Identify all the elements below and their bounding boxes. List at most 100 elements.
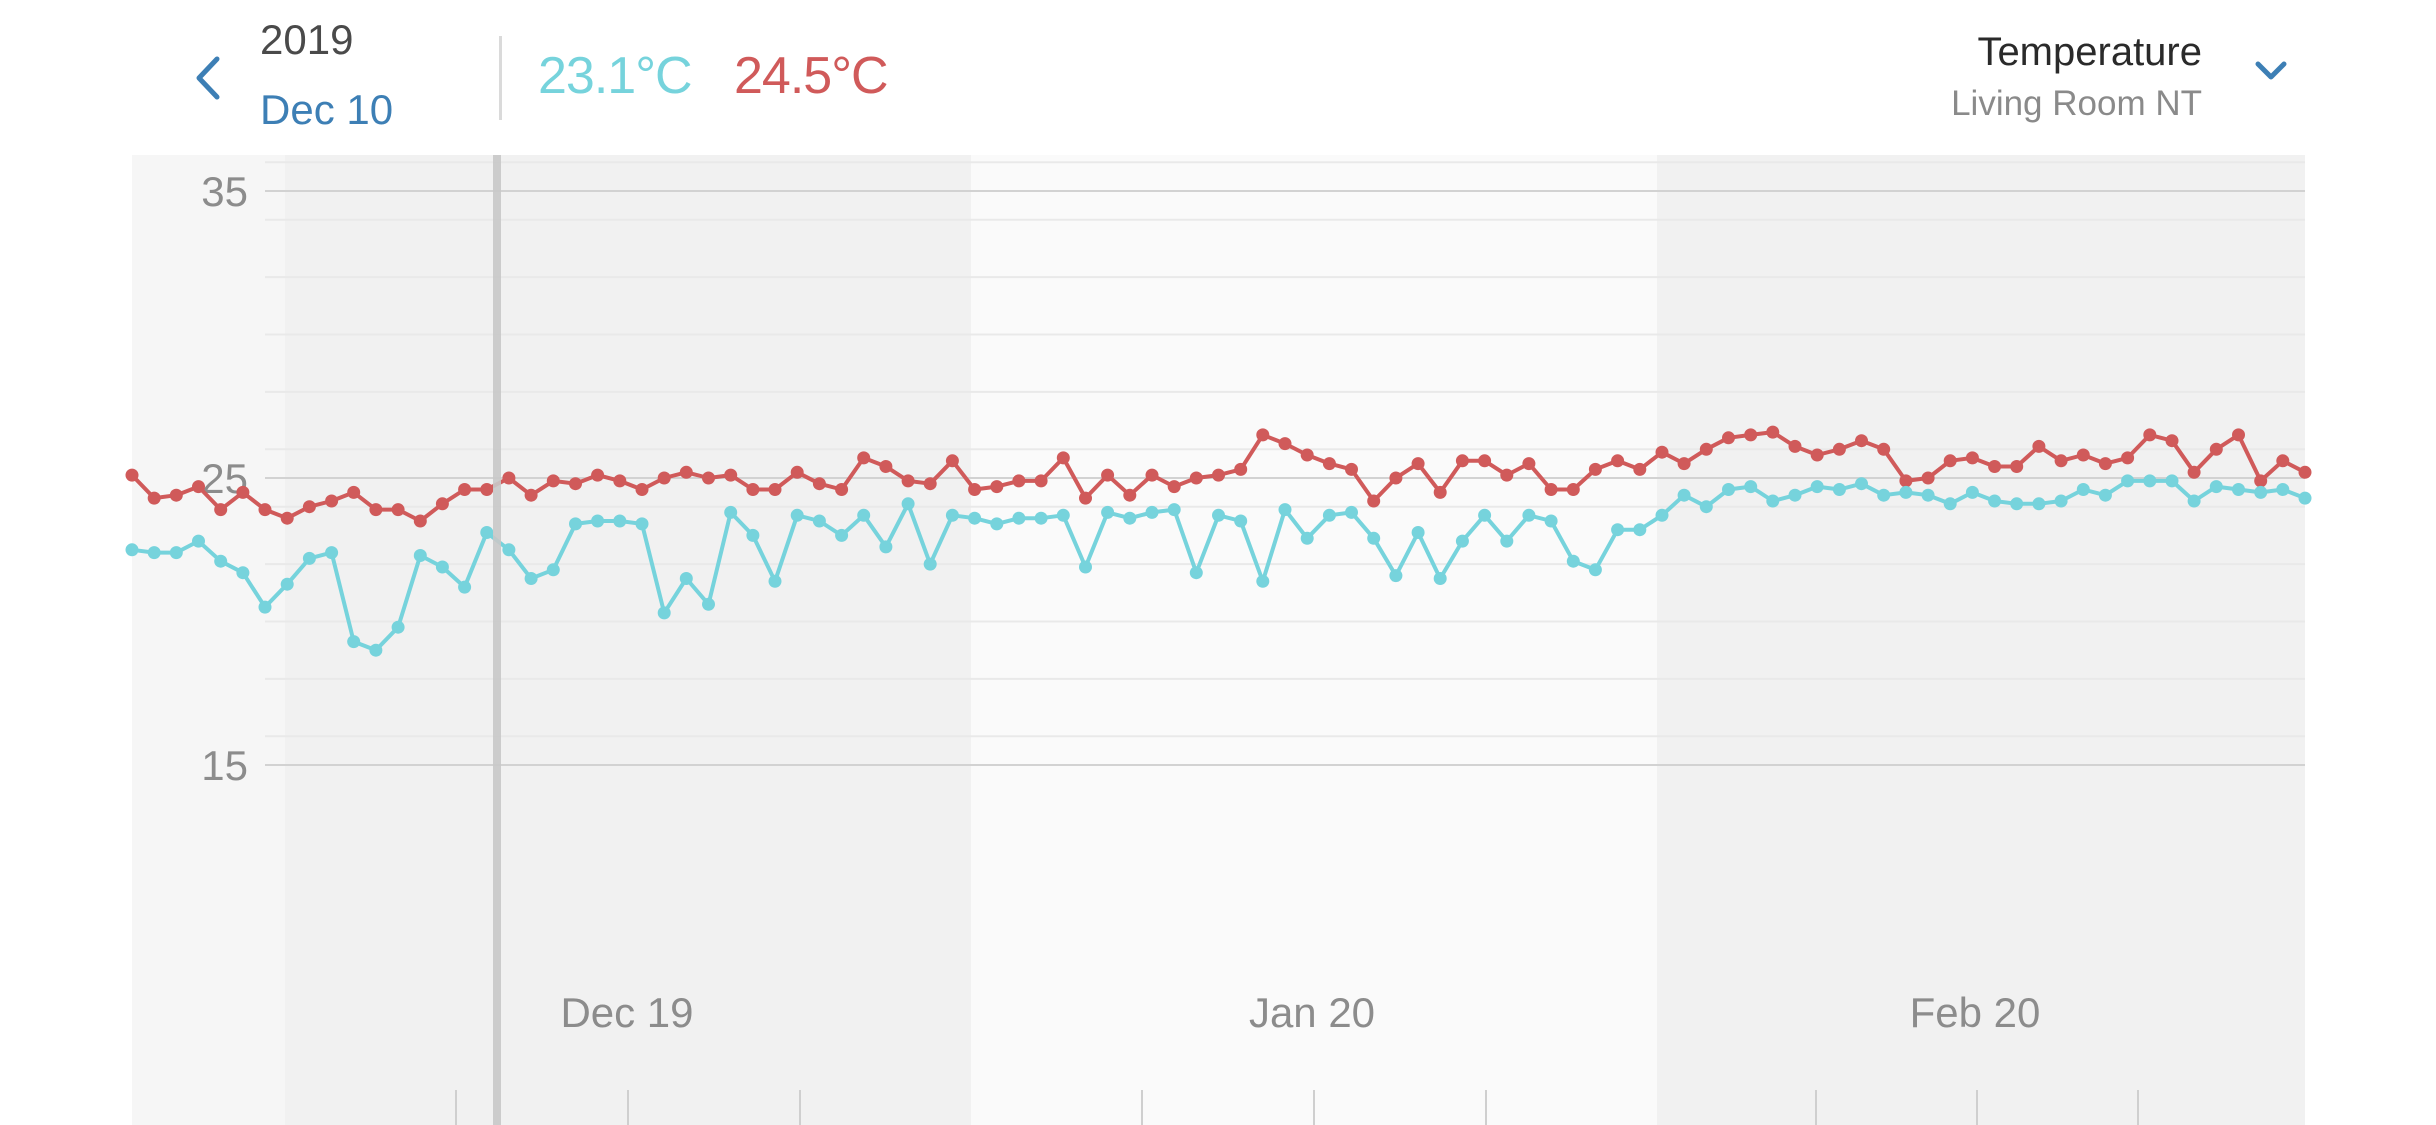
data-point: [1189, 471, 1203, 485]
data-point: [1433, 572, 1447, 585]
data-point: [1566, 554, 1580, 568]
data-point: [1655, 508, 1669, 522]
data-point: [1899, 485, 1913, 499]
data-point: [2209, 442, 2223, 456]
data-point: [1877, 442, 1891, 456]
data-point: [325, 494, 339, 508]
data-point: [879, 540, 893, 554]
data-point: [1943, 497, 1957, 511]
data-point: [1212, 508, 1225, 522]
data-point: [1012, 474, 1026, 488]
data-point: [1101, 468, 1115, 482]
data-point: [1677, 488, 1691, 502]
data-point: [2076, 448, 2090, 462]
data-point: [1345, 462, 1358, 476]
indoor-temperature-reading: 23.1°C: [538, 47, 693, 105]
data-point: [968, 483, 982, 496]
selected-date[interactable]: Dec 10: [260, 86, 394, 133]
data-point: [502, 543, 516, 557]
data-point: [236, 485, 250, 499]
data-point: [391, 620, 405, 634]
data-point: [1256, 428, 1270, 442]
band-feb: [1657, 155, 2305, 1125]
selected-date-cursor[interactable]: [493, 155, 501, 1125]
data-point: [1478, 508, 1492, 522]
data-point: [192, 480, 205, 494]
chevron-left-icon: [196, 56, 220, 100]
data-point: [2098, 488, 2112, 502]
data-point: [1877, 488, 1891, 502]
data-point: [302, 500, 316, 514]
data-point: [1322, 508, 1336, 522]
data-point: [724, 505, 738, 519]
data-point: [569, 477, 582, 491]
data-point: [391, 503, 405, 517]
data-point: [1012, 511, 1026, 525]
data-point: [1123, 511, 1137, 525]
data-point: [369, 503, 383, 517]
data-point: [1145, 468, 1159, 482]
data-point: [1921, 471, 1935, 485]
data-point: [1079, 491, 1092, 505]
data-point: [1433, 485, 1447, 499]
data-point: [2143, 474, 2157, 488]
data-point: [1988, 460, 2002, 473]
x-axis-label: Jan 20: [1249, 989, 1375, 1036]
y-tick-label: 35: [201, 168, 248, 215]
band-left: [132, 155, 285, 1125]
band-dec: [285, 155, 971, 1125]
data-point: [923, 557, 937, 571]
data-point: [524, 572, 538, 585]
data-point: [413, 514, 427, 528]
data-point: [812, 514, 826, 528]
band-jan: [971, 155, 1657, 1125]
data-point: [524, 488, 538, 502]
data-point: [1588, 462, 1602, 476]
data-point: [214, 554, 228, 568]
data-point: [1411, 526, 1425, 539]
metric-title: Temperature: [1977, 30, 2202, 74]
data-point: [147, 546, 161, 560]
data-point: [702, 471, 715, 485]
data-point: [2165, 474, 2179, 488]
data-point: [1478, 454, 1492, 468]
data-point: [1167, 503, 1181, 517]
data-point: [1611, 523, 1625, 537]
data-point: [635, 483, 649, 496]
data-point: [613, 514, 627, 528]
data-point: [1034, 474, 1048, 488]
data-point: [945, 454, 959, 468]
data-point: [2032, 497, 2046, 511]
data-point: [945, 508, 959, 522]
data-point: [1965, 451, 1979, 465]
data-point: [746, 528, 760, 542]
data-point: [679, 465, 693, 479]
data-point: [790, 465, 804, 479]
data-point: [2121, 451, 2135, 465]
sensor-name: Living Room NT: [1951, 84, 2202, 123]
back-button[interactable]: [180, 40, 236, 116]
data-point: [2276, 483, 2290, 496]
data-point: [169, 488, 183, 502]
data-point: [2054, 494, 2068, 508]
data-point: [1300, 531, 1314, 545]
data-point: [1655, 445, 1669, 459]
data-point: [480, 526, 494, 539]
data-point: [1101, 505, 1115, 519]
data-point: [1810, 480, 1824, 494]
data-point: [369, 643, 383, 657]
data-point: [1855, 477, 1868, 491]
data-point: [1566, 483, 1580, 496]
data-point: [1788, 439, 1802, 453]
x-axis-label: Feb 20: [1910, 989, 2041, 1036]
data-point: [968, 511, 982, 525]
data-point: [258, 503, 272, 517]
data-point: [857, 451, 871, 465]
data-point: [125, 468, 139, 482]
data-point: [1943, 454, 1957, 468]
data-point: [347, 635, 361, 649]
chevron-down-icon[interactable]: [2254, 60, 2288, 82]
data-point: [2276, 454, 2290, 468]
data-point: [1522, 457, 1536, 471]
